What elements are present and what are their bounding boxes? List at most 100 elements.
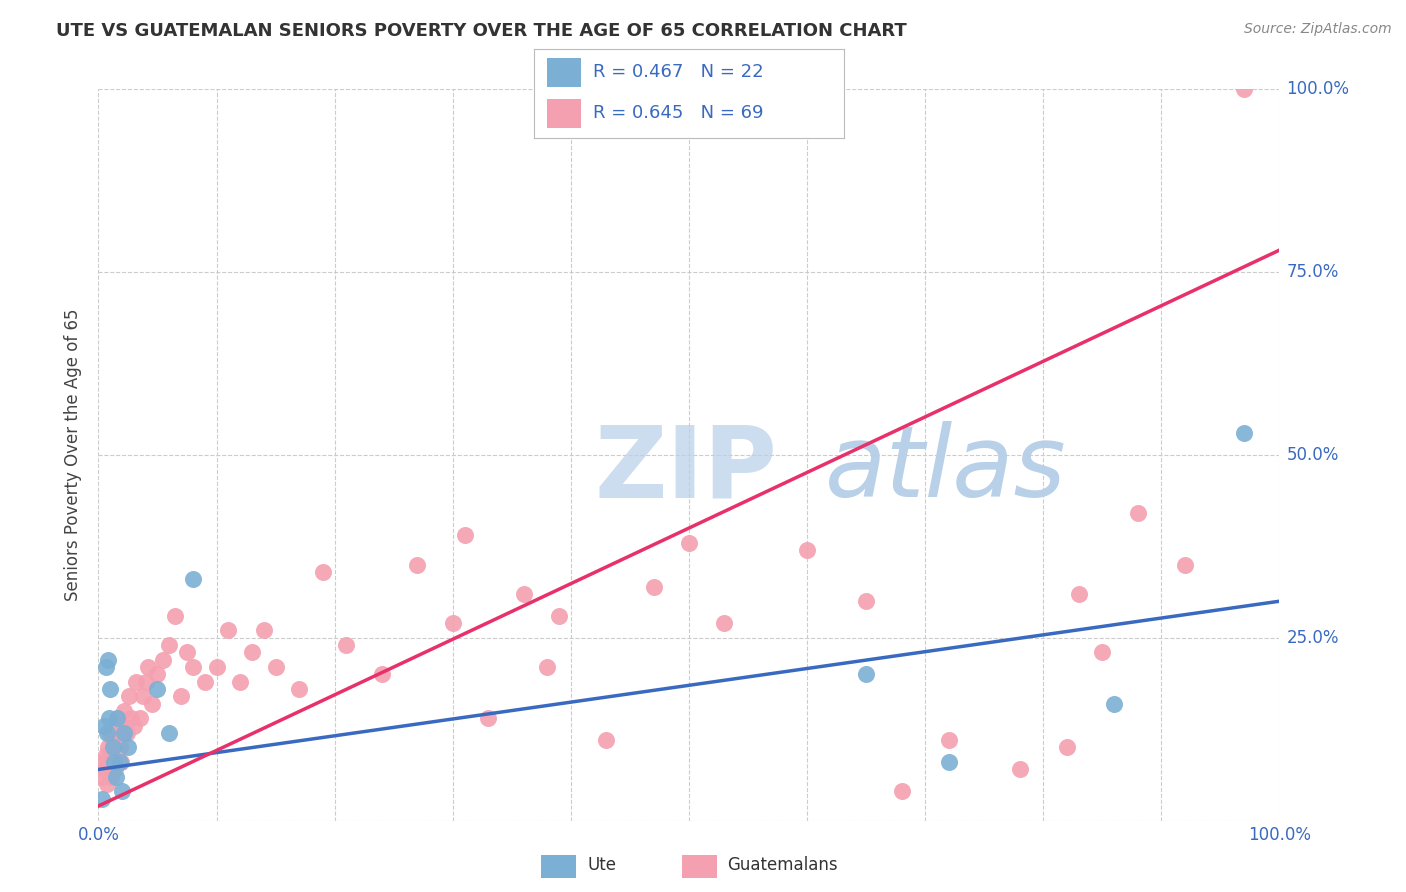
- Point: [595, 733, 617, 747]
- Point: [477, 711, 499, 725]
- Point: [122, 718, 145, 732]
- Point: [125, 674, 148, 689]
- Point: [205, 660, 228, 674]
- FancyBboxPatch shape: [541, 855, 576, 878]
- Point: [938, 733, 960, 747]
- Point: [98, 711, 121, 725]
- Point: [548, 608, 571, 623]
- Point: [146, 681, 169, 696]
- Point: [229, 674, 252, 689]
- FancyBboxPatch shape: [547, 58, 581, 87]
- Point: [108, 740, 131, 755]
- Point: [1126, 507, 1149, 521]
- Point: [181, 572, 204, 586]
- Point: [97, 740, 120, 755]
- Text: 75.0%: 75.0%: [1286, 263, 1339, 281]
- Point: [118, 690, 141, 704]
- Point: [146, 667, 169, 681]
- Point: [105, 770, 128, 784]
- Point: [91, 791, 114, 805]
- Point: [371, 667, 394, 681]
- Point: [312, 565, 335, 579]
- Point: [94, 660, 117, 674]
- Point: [1233, 82, 1256, 96]
- Point: [117, 740, 139, 755]
- Point: [107, 711, 129, 725]
- Point: [643, 580, 665, 594]
- Point: [453, 528, 475, 542]
- Point: [101, 733, 124, 747]
- Text: Source: ZipAtlas.com: Source: ZipAtlas.com: [1244, 22, 1392, 37]
- Point: [855, 594, 877, 608]
- Text: 50.0%: 50.0%: [1286, 446, 1339, 464]
- Point: [288, 681, 311, 696]
- Y-axis label: Seniors Poverty Over the Age of 65: Seniors Poverty Over the Age of 65: [65, 309, 83, 601]
- Point: [101, 740, 124, 755]
- Point: [111, 718, 134, 732]
- Point: [678, 535, 700, 549]
- Point: [104, 763, 127, 777]
- Point: [1102, 697, 1125, 711]
- Point: [105, 726, 128, 740]
- Point: [1008, 763, 1031, 777]
- Point: [264, 660, 287, 674]
- Point: [96, 777, 118, 791]
- Point: [94, 747, 117, 762]
- Point: [176, 645, 198, 659]
- Text: 100.0%: 100.0%: [1286, 80, 1350, 98]
- Point: [1174, 558, 1197, 572]
- Point: [112, 704, 135, 718]
- Point: [108, 755, 131, 769]
- Text: atlas: atlas: [825, 421, 1066, 518]
- Point: [97, 653, 120, 667]
- Point: [91, 770, 114, 784]
- Point: [335, 638, 357, 652]
- Point: [112, 726, 135, 740]
- Point: [152, 653, 174, 667]
- Point: [240, 645, 263, 659]
- Point: [115, 726, 138, 740]
- Point: [194, 674, 217, 689]
- FancyBboxPatch shape: [547, 99, 581, 128]
- Point: [165, 608, 187, 623]
- Point: [93, 718, 115, 732]
- Point: [217, 624, 239, 638]
- Point: [103, 755, 125, 769]
- Text: 25.0%: 25.0%: [1286, 629, 1339, 647]
- Point: [135, 674, 157, 689]
- Point: [1091, 645, 1114, 659]
- Point: [938, 755, 960, 769]
- Point: [110, 755, 132, 769]
- Text: R = 0.645   N = 69: R = 0.645 N = 69: [593, 104, 763, 122]
- Point: [98, 681, 121, 696]
- Point: [96, 726, 118, 740]
- Point: [98, 726, 121, 740]
- Text: R = 0.467   N = 22: R = 0.467 N = 22: [593, 63, 763, 81]
- Point: [103, 755, 125, 769]
- Text: Ute: Ute: [588, 856, 616, 874]
- Point: [157, 726, 180, 740]
- Point: [713, 616, 735, 631]
- Point: [170, 690, 193, 704]
- Point: [136, 660, 159, 674]
- Point: [111, 784, 134, 798]
- Point: [98, 755, 121, 769]
- Text: Guatemalans: Guatemalans: [728, 856, 838, 874]
- FancyBboxPatch shape: [682, 855, 717, 878]
- Point: [105, 747, 128, 762]
- Point: [121, 711, 143, 725]
- Point: [890, 784, 912, 798]
- Point: [91, 755, 114, 769]
- Point: [536, 660, 558, 674]
- Point: [1233, 425, 1256, 440]
- Point: [1067, 587, 1090, 601]
- Text: UTE VS GUATEMALAN SENIORS POVERTY OVER THE AGE OF 65 CORRELATION CHART: UTE VS GUATEMALAN SENIORS POVERTY OVER T…: [56, 22, 907, 40]
- Point: [512, 587, 534, 601]
- Point: [1056, 740, 1078, 755]
- Point: [128, 711, 150, 725]
- Point: [441, 616, 464, 631]
- Point: [132, 690, 155, 704]
- Point: [105, 711, 128, 725]
- Point: [100, 770, 122, 784]
- Point: [855, 667, 877, 681]
